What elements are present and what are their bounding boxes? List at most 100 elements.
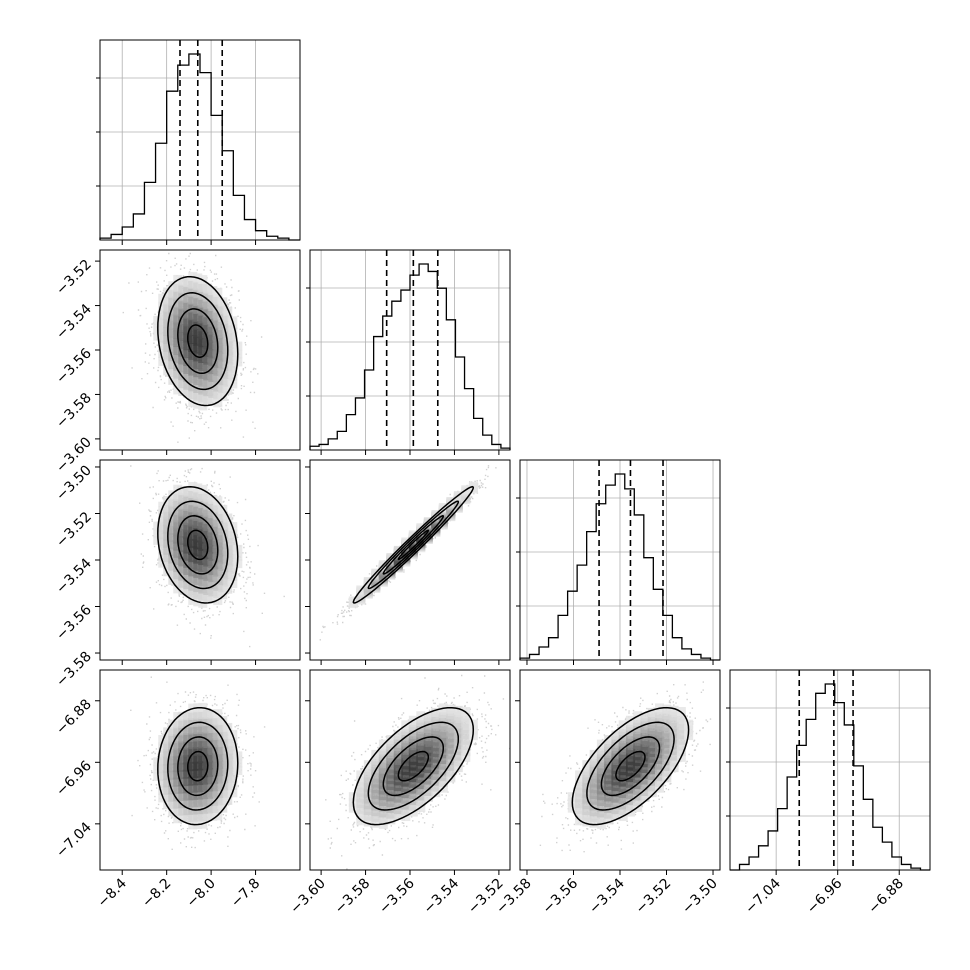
density-cell bbox=[178, 550, 188, 560]
density-cell bbox=[582, 777, 592, 787]
density-cell bbox=[589, 778, 599, 788]
y-tick-label: −3.52 bbox=[53, 509, 95, 551]
density-cell bbox=[378, 808, 388, 818]
density-cell bbox=[193, 761, 203, 771]
density-cell bbox=[218, 376, 228, 386]
density-cell bbox=[408, 761, 418, 771]
density-cell bbox=[371, 784, 381, 794]
density-cell bbox=[203, 586, 213, 596]
density-cell bbox=[183, 740, 193, 750]
density-cell bbox=[611, 753, 621, 763]
density-cell bbox=[168, 748, 178, 758]
density-cell bbox=[625, 721, 635, 731]
density-cell bbox=[178, 528, 188, 538]
contour-line bbox=[367, 500, 460, 590]
density-cell bbox=[158, 317, 168, 327]
density-cell bbox=[431, 753, 441, 763]
density-cell bbox=[218, 526, 228, 536]
density-cell bbox=[647, 759, 657, 769]
density-cell bbox=[356, 799, 366, 809]
density-cell bbox=[188, 783, 198, 793]
y-tick-label: −3.56 bbox=[53, 602, 95, 644]
density-cell bbox=[662, 744, 672, 754]
density-cell bbox=[198, 591, 208, 601]
density-cell bbox=[676, 729, 686, 739]
density-cell bbox=[173, 513, 183, 523]
density-cell bbox=[423, 712, 433, 722]
density-cell bbox=[453, 705, 463, 715]
density-cell bbox=[208, 357, 218, 367]
contour-line bbox=[382, 736, 445, 797]
density-cell bbox=[168, 490, 178, 500]
density-cell bbox=[386, 769, 396, 779]
density-cell bbox=[158, 309, 168, 319]
x-tick-label: −3.50 bbox=[679, 876, 721, 918]
density-cell bbox=[198, 739, 208, 749]
density-cell bbox=[401, 766, 411, 776]
density-cell bbox=[446, 750, 456, 760]
density-cell bbox=[208, 594, 218, 604]
density-cell bbox=[183, 286, 193, 296]
density-cell bbox=[218, 561, 228, 571]
density-cell bbox=[223, 744, 233, 754]
density-cell bbox=[198, 732, 208, 742]
density-cell bbox=[188, 567, 198, 577]
density-cell bbox=[647, 730, 657, 740]
density-cell bbox=[647, 742, 657, 752]
density-cell bbox=[178, 806, 188, 816]
density-cell bbox=[188, 295, 198, 305]
density-cell bbox=[647, 782, 657, 792]
x-tick-label: −3.56 bbox=[376, 875, 418, 917]
density-cell bbox=[223, 322, 233, 332]
density-cell bbox=[431, 719, 441, 729]
density-cell bbox=[168, 568, 178, 578]
density-cell bbox=[208, 317, 218, 327]
density-cell bbox=[173, 520, 183, 530]
density-cell bbox=[178, 755, 188, 765]
density-cell bbox=[178, 784, 188, 794]
density-cell bbox=[188, 791, 198, 801]
density-cell bbox=[168, 726, 178, 736]
density-cell bbox=[461, 712, 471, 722]
density-cell bbox=[158, 515, 168, 525]
density-cell bbox=[188, 510, 198, 520]
density-cell bbox=[423, 775, 433, 785]
density-cell bbox=[158, 756, 168, 766]
density-cell bbox=[589, 755, 599, 765]
density-cell bbox=[188, 358, 198, 368]
density-cell bbox=[183, 380, 193, 390]
density-cell bbox=[662, 773, 672, 783]
density-cell bbox=[446, 744, 456, 754]
density-cell bbox=[183, 341, 193, 351]
density-cell bbox=[640, 735, 650, 745]
density-cell bbox=[218, 767, 228, 777]
density-cell bbox=[173, 719, 183, 729]
density-cell bbox=[408, 744, 418, 754]
density-cell bbox=[203, 500, 213, 510]
density-cell bbox=[218, 716, 228, 726]
density-cell bbox=[178, 514, 188, 524]
contour-line bbox=[367, 721, 460, 811]
density-cell bbox=[393, 799, 403, 809]
density-cell bbox=[647, 736, 657, 746]
density-cell bbox=[589, 767, 599, 777]
density-cell bbox=[168, 763, 178, 773]
density-cell bbox=[193, 490, 203, 500]
contour-line bbox=[571, 706, 690, 826]
density-cell bbox=[168, 785, 178, 795]
contour-line bbox=[167, 500, 229, 590]
density-cell bbox=[158, 742, 168, 752]
density-cell bbox=[378, 756, 388, 766]
density-cell bbox=[640, 758, 650, 768]
density-cell bbox=[183, 551, 193, 561]
density-cell bbox=[188, 524, 198, 534]
density-cell bbox=[596, 762, 606, 772]
density-cell bbox=[393, 736, 403, 746]
x-tick-label: −3.54 bbox=[586, 875, 628, 917]
density-cell bbox=[193, 739, 203, 749]
density-cell bbox=[408, 778, 418, 788]
density-cell bbox=[618, 777, 628, 787]
density-cell bbox=[173, 369, 183, 379]
density-cell bbox=[223, 570, 233, 580]
density-cell bbox=[168, 344, 178, 354]
